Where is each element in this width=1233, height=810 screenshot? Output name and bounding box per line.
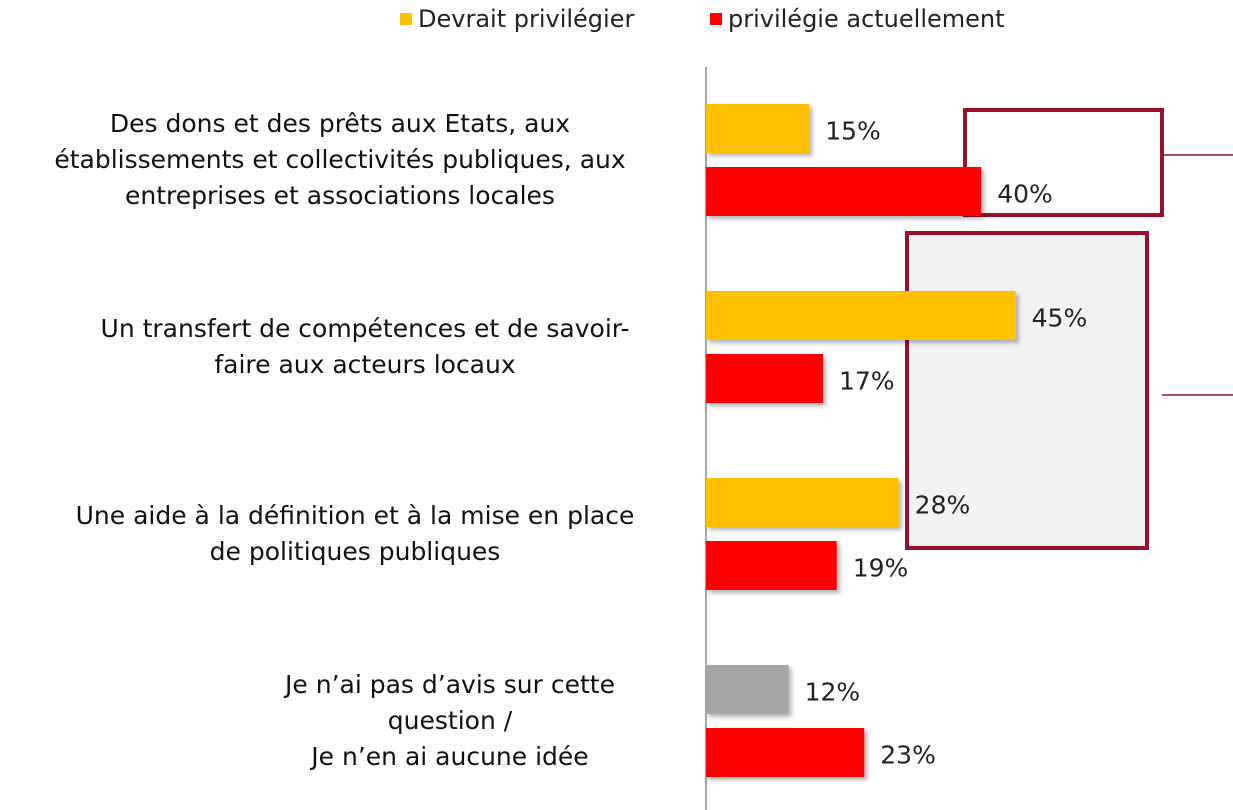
value-label: 28%: [915, 491, 971, 520]
legend-swatch: [400, 13, 412, 25]
value-label: 23%: [880, 741, 936, 770]
value-label: 40%: [997, 180, 1053, 209]
bar: [706, 354, 823, 403]
legend-swatch: [710, 13, 722, 25]
value-label: 19%: [853, 554, 909, 583]
bar: [706, 665, 789, 714]
legend-label: Devrait privilégier: [418, 5, 634, 33]
category-label: Je n’ai pas d’avis sur cette question / …: [285, 670, 615, 771]
bar: [706, 728, 865, 777]
value-label: 12%: [805, 678, 861, 707]
value-label: 45%: [1032, 304, 1088, 333]
bar: [706, 478, 899, 527]
highlight-box: [963, 108, 1164, 217]
highlight-box: [905, 231, 1149, 550]
value-label: 17%: [839, 367, 895, 396]
bar: [706, 541, 837, 590]
category-label: Un transfert de compétences et de savoir…: [100, 314, 630, 379]
value-label: 15%: [825, 117, 881, 146]
bar: [706, 167, 982, 216]
legend-label: privilégie actuellement: [728, 5, 1005, 33]
bar: [706, 291, 1016, 340]
category-label: Une aide à la définition et à la mise en…: [75, 501, 635, 566]
category-label: Des dons et des prêts aux Etats, aux éta…: [54, 109, 626, 210]
bar: [706, 104, 810, 153]
